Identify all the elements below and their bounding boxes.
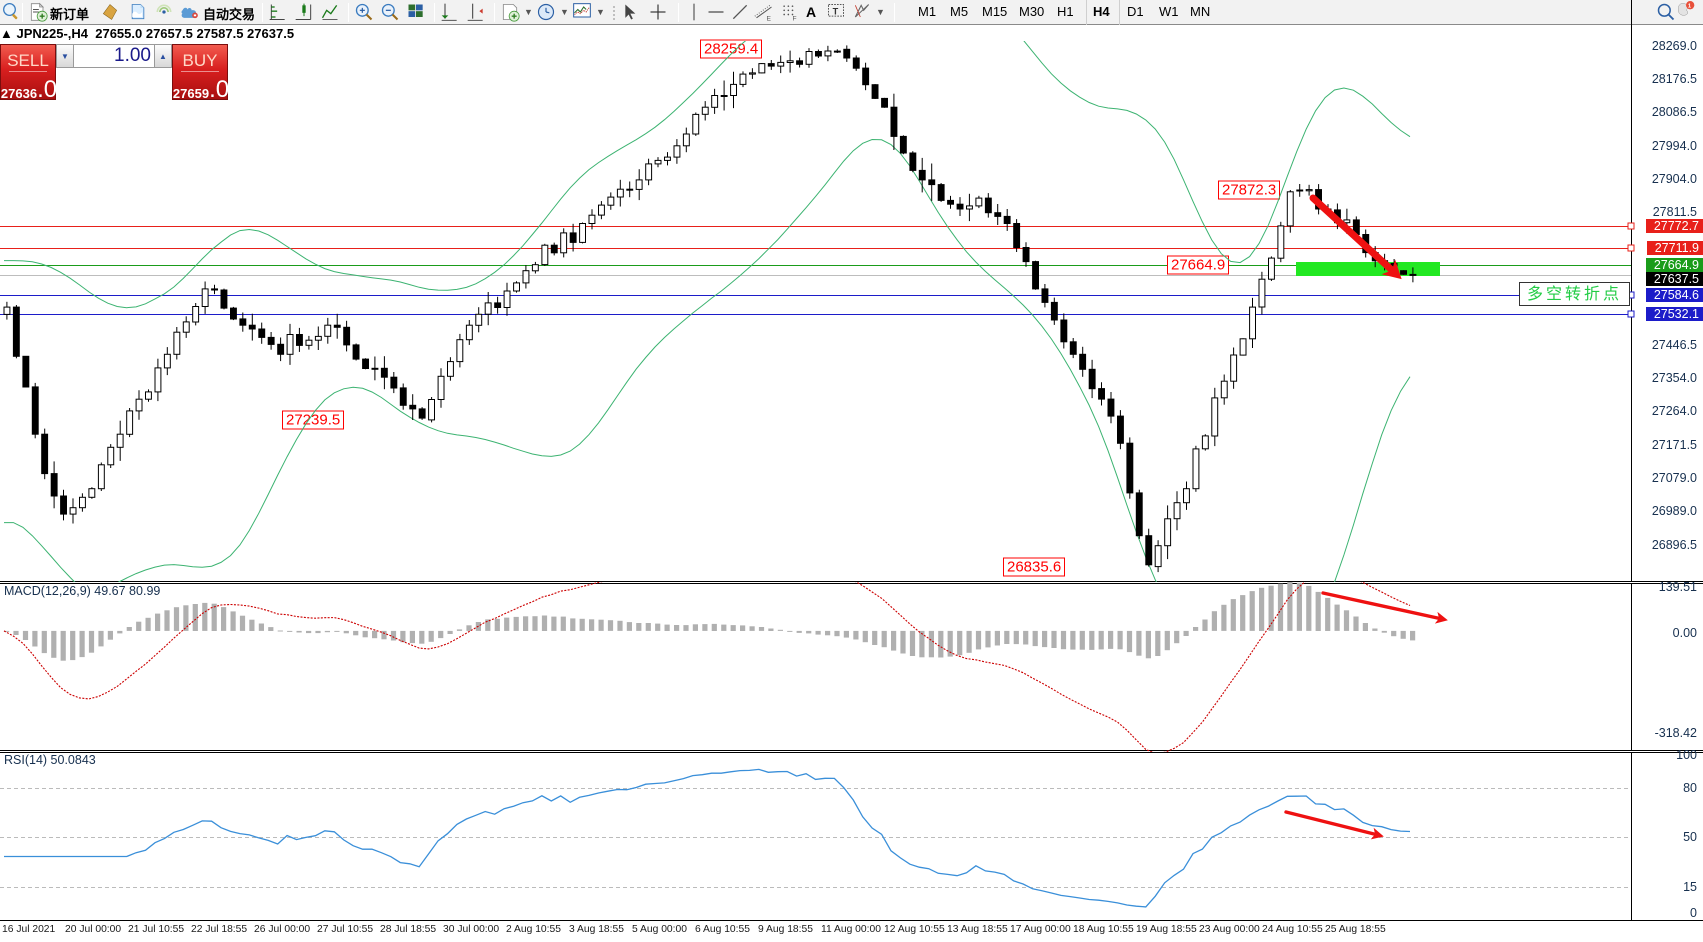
svg-text:F: F bbox=[793, 15, 797, 22]
svg-text:T: T bbox=[833, 7, 839, 17]
svg-text:E: E bbox=[767, 15, 772, 22]
